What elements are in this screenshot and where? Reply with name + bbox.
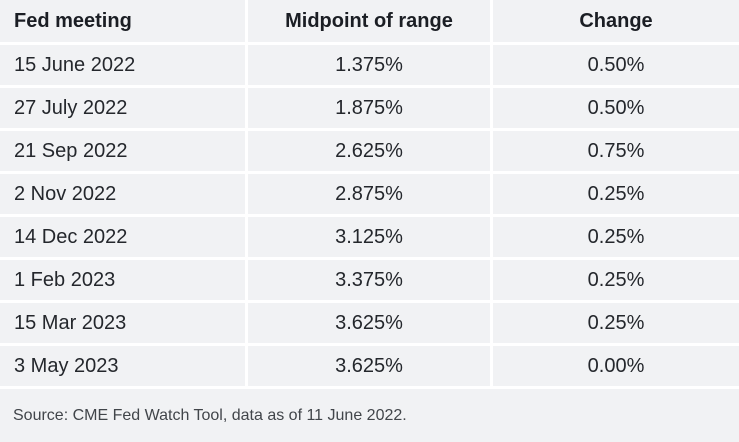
- table-row: 15 June 2022 1.375% 0.50%: [0, 45, 739, 88]
- table-row: 1 Feb 2023 3.375% 0.25%: [0, 260, 739, 303]
- cell-change-value: 0.25%: [493, 174, 739, 217]
- table-row: 27 July 2022 1.875% 0.50%: [0, 88, 739, 131]
- table-row: 21 Sep 2022 2.625% 0.75%: [0, 131, 739, 174]
- table-body: 15 June 2022 1.375% 0.50% 27 July 2022 1.875…: [0, 45, 739, 389]
- cell-midpoint-value: 3.375%: [248, 260, 493, 303]
- cell-midpoint-value: 1.875%: [248, 88, 493, 131]
- cell-midpoint-value: 3.625%: [248, 303, 493, 346]
- table-row: 2 Nov 2022 2.875% 0.25%: [0, 174, 739, 217]
- cell-midpoint-value: 3.625%: [248, 346, 493, 389]
- cell-fed-meeting-date: 27 July 2022: [0, 88, 248, 131]
- cell-change-value: 0.25%: [493, 260, 739, 303]
- cell-midpoint-value: 1.375%: [248, 45, 493, 88]
- cell-fed-meeting-date: 3 May 2023: [0, 346, 248, 389]
- column-header-change: Change: [493, 0, 739, 45]
- cell-fed-meeting-date: 15 June 2022: [0, 45, 248, 88]
- cell-midpoint-value: 2.875%: [248, 174, 493, 217]
- cell-midpoint-value: 3.125%: [248, 217, 493, 260]
- table-row: 15 Mar 2023 3.625% 0.25%: [0, 303, 739, 346]
- cell-fed-meeting-date: 2 Nov 2022: [0, 174, 248, 217]
- fed-meetings-table: Fed meeting Midpoint of range Change 15 …: [0, 0, 739, 389]
- source-caption: Source: CME Fed Watch Tool, data as of 1…: [0, 389, 739, 442]
- table-row: 14 Dec 2022 3.125% 0.25%: [0, 217, 739, 260]
- cell-change-value: 0.75%: [493, 131, 739, 174]
- cell-fed-meeting-date: 15 Mar 2023: [0, 303, 248, 346]
- cell-change-value: 0.50%: [493, 88, 739, 131]
- cell-midpoint-value: 2.625%: [248, 131, 493, 174]
- column-header-midpoint-of-range: Midpoint of range: [248, 0, 493, 45]
- column-header-fed-meeting: Fed meeting: [0, 0, 248, 45]
- table-row: 3 May 2023 3.625% 0.00%: [0, 346, 739, 389]
- cell-change-value: 0.25%: [493, 217, 739, 260]
- cell-fed-meeting-date: 21 Sep 2022: [0, 131, 248, 174]
- table-header-row: Fed meeting Midpoint of range Change: [0, 0, 739, 45]
- cell-change-value: 0.50%: [493, 45, 739, 88]
- cell-fed-meeting-date: 14 Dec 2022: [0, 217, 248, 260]
- cell-change-value: 0.00%: [493, 346, 739, 389]
- cell-fed-meeting-date: 1 Feb 2023: [0, 260, 248, 303]
- cell-change-value: 0.25%: [493, 303, 739, 346]
